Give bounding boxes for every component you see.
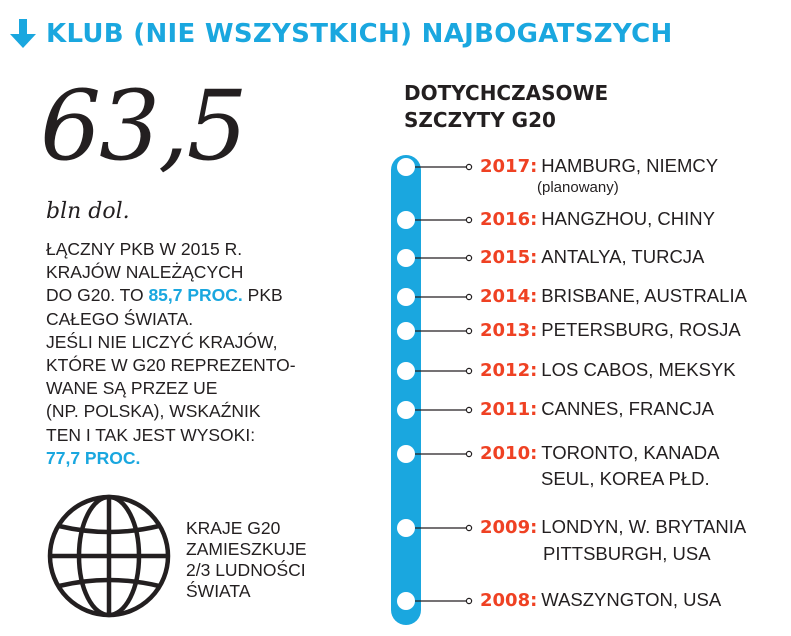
timeline-dot: [397, 211, 415, 229]
summit-year: 2010:: [480, 443, 538, 464]
summit-entry: 2010: TORONTO, KANADA: [480, 442, 720, 464]
gdp-description: ŁĄCZNY PKB W 2015 R. KRAJÓW NALEŻĄCYCH D…: [46, 238, 356, 470]
timeline-connector-end: [465, 597, 473, 605]
timeline-dot: [397, 322, 415, 340]
gdp-value: 63,5: [40, 70, 248, 182]
header: KLUB (NIE WSZYSTKICH) NAJBOGATSZYCH: [8, 14, 673, 54]
timeline-title: DOTYCHCZASOWE SZCZYTY G20: [404, 80, 608, 134]
summit-note: (planowany): [537, 179, 619, 196]
desc-line: WANE SĄ PRZEZ UE: [46, 378, 218, 399]
summit-place: ANTALYA, TURCJA: [541, 246, 705, 267]
summit-place: PETERSBURG, ROSJA: [541, 319, 741, 340]
summit-year: 2011:: [480, 399, 538, 420]
page-title: KLUB (NIE WSZYSTKICH) NAJBOGATSZYCH: [46, 19, 673, 49]
summit-year: 2009:: [480, 517, 538, 538]
timeline-connector-end: [465, 293, 473, 301]
timeline-connector-end: [465, 327, 473, 335]
timeline-dot: [397, 158, 415, 176]
timeline-connector-end: [465, 450, 473, 458]
desc-line: CAŁEGO ŚWIATA.: [46, 308, 194, 329]
gdp-unit: bln dol.: [46, 199, 130, 224]
desc-line: JEŚLI NIE LICZYĆ KRAJÓW,: [46, 331, 278, 352]
summit-year: 2008:: [480, 590, 538, 611]
desc-line: TEN I TAK JEST WYSOKI:: [46, 424, 256, 445]
summit-entry: 2017: HAMBURG, NIEMCY: [480, 155, 719, 177]
population-line: ZAMIESZKUJE: [186, 539, 307, 559]
summit-entry: 2012: LOS CABOS, MEKSYK: [480, 359, 736, 381]
summit-year: 2015:: [480, 247, 538, 268]
timeline-dot: [397, 249, 415, 267]
share-highlight-ue: 77,7 PROC.: [46, 447, 141, 468]
desc-line: KTÓRE W G20 REPREZENTO-: [46, 355, 296, 376]
timeline-connector-end: [465, 254, 473, 262]
timeline-dot: [397, 362, 415, 380]
desc-line: ŁĄCZNY PKB W 2015 R.: [46, 239, 243, 259]
summit-entry: 2011: CANNES, FRANCJA: [480, 398, 714, 420]
summit-place: HANGZHOU, CHINY: [541, 208, 715, 229]
globe-icon: [47, 494, 171, 618]
summit-year: 2014:: [480, 286, 538, 307]
summit-place: WASZYNGTON, USA: [541, 589, 722, 610]
summit-place: HAMBURG, NIEMCY: [541, 155, 719, 176]
desc-line: (NP. POLSKA), WSKAŹNIK: [46, 401, 261, 422]
timeline-bar: [391, 155, 421, 625]
desc-text: DO G20. TO: [46, 285, 149, 306]
summit-entry: 2009: LONDYN, W. BRYTANIA: [480, 516, 747, 538]
timeline-dot: [397, 519, 415, 537]
summit-year: 2013:: [480, 320, 538, 341]
summit-place: BRISBANE, AUSTRALIA: [541, 285, 747, 306]
timeline-connector-end: [465, 163, 473, 171]
summit-year: 2017:: [480, 156, 538, 177]
summit-entry: 2008: WASZYNGTON, USA: [480, 589, 722, 611]
summit-year: 2016:: [480, 209, 538, 230]
population-line: KRAJE G20: [186, 518, 281, 538]
summit-place: LOS CABOS, MEKSYK: [541, 359, 736, 380]
timeline-connector-end: [465, 406, 473, 414]
timeline-dot: [397, 288, 415, 306]
timeline-dot: [397, 592, 415, 610]
timeline-dot: [397, 401, 415, 419]
desc-text: PKB: [242, 285, 283, 306]
summit-place-second: PITTSBURGH, USA: [543, 543, 711, 564]
timeline-title-line: SZCZYTY G20: [404, 108, 556, 132]
summit-year: 2012:: [480, 360, 538, 381]
desc-line: DO G20. TO 85,7 PROC. PKB: [46, 284, 356, 307]
summit-place: LONDYN, W. BRYTANIA: [541, 516, 747, 537]
population-text: KRAJE G20 ZAMIESZKUJE 2/3 LUDNOŚCI ŚWIAT…: [186, 518, 307, 602]
arrow-down-icon: [10, 19, 36, 48]
summit-place-second: SEUL, KOREA PŁD.: [541, 468, 710, 489]
summit-entry: 2015: ANTALYA, TURCJA: [480, 246, 705, 268]
population-line: ŚWIATA: [186, 581, 251, 601]
desc-line: KRAJÓW NALEŻĄCYCH: [46, 262, 244, 283]
share-highlight: 85,7 PROC.: [148, 285, 243, 306]
timeline-dot: [397, 445, 415, 463]
summit-place: TORONTO, KANADA: [541, 442, 720, 463]
timeline-title-line: DOTYCHCZASOWE: [404, 81, 609, 105]
summit-entry: 2013: PETERSBURG, ROSJA: [480, 319, 741, 341]
timeline-connector-end: [465, 216, 473, 224]
summit-entry: 2014: BRISBANE, AUSTRALIA: [480, 285, 747, 307]
summit-entry: 2016: HANGZHOU, CHINY: [480, 208, 715, 230]
timeline-connector-end: [465, 524, 473, 532]
timeline-connector-end: [465, 367, 473, 375]
population-line: 2/3 LUDNOŚCI: [186, 560, 306, 580]
summit-place: CANNES, FRANCJA: [541, 398, 714, 419]
